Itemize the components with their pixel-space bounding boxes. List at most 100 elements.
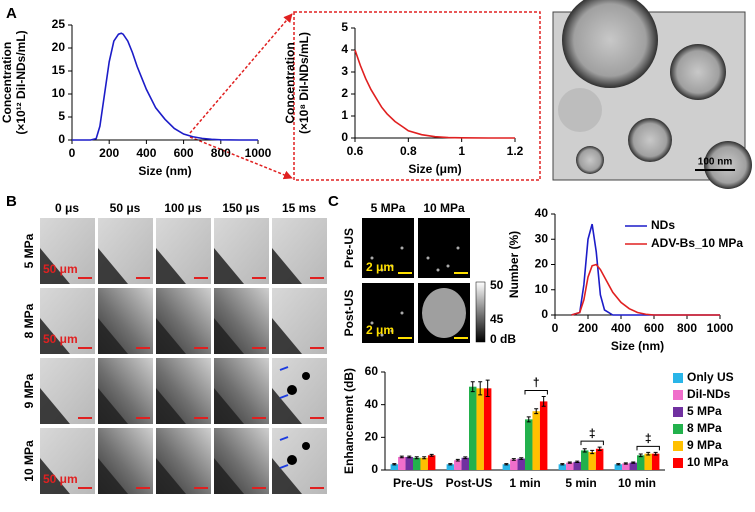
- legend-key: [673, 373, 683, 383]
- x-tick-label: 0: [552, 321, 559, 335]
- y-tick-label: 0: [371, 462, 378, 476]
- line: [72, 32, 258, 141]
- y-tick-label: 0: [541, 307, 548, 321]
- error-bar: [567, 461, 572, 464]
- x-tick-label: 0: [69, 146, 76, 160]
- error-bar: [541, 396, 546, 407]
- column-label: 50 μs: [110, 201, 141, 215]
- y-tick-label: 10: [535, 282, 549, 296]
- bar: [644, 453, 652, 470]
- y-tick-label: 15: [52, 63, 66, 77]
- x-axis-label: Size (nm): [611, 339, 664, 353]
- speckle: [456, 246, 460, 250]
- error-bar: [414, 456, 419, 460]
- error-bar: [392, 463, 397, 466]
- frame-shadow: [40, 458, 70, 494]
- y-tick-label: 10: [52, 86, 66, 100]
- colorbar-label: 45: [490, 312, 504, 326]
- error-bar: [485, 379, 490, 397]
- bar: [461, 457, 469, 470]
- frame-shadow: [40, 248, 70, 284]
- bubble: [287, 385, 297, 395]
- bar: [539, 401, 548, 470]
- frame-shadow: [40, 318, 70, 354]
- column-label: 10 MPa: [423, 201, 465, 215]
- scale-bar-label: 2 μm: [366, 323, 394, 337]
- x-tick-label: 800: [211, 146, 231, 160]
- y-tick-label: 1: [341, 108, 348, 122]
- x-tick-label: 400: [611, 321, 631, 335]
- legend-key: [673, 390, 683, 400]
- legend-label: NDs: [651, 218, 675, 232]
- y-tick-label: 0: [341, 130, 348, 144]
- y-tick-label: 20: [365, 430, 379, 444]
- row-label: 5 MPa: [22, 233, 36, 268]
- colorbar-label: 50: [490, 278, 504, 292]
- y-axis-label: Concentration: [0, 42, 14, 123]
- bar: [651, 453, 660, 470]
- arrow: [279, 366, 289, 399]
- y-tick-label: 30: [535, 231, 549, 245]
- y-axis-label: (×10⁸ DiI-NDs/mL): [297, 32, 311, 134]
- x-tick-label: 1.2: [507, 144, 524, 158]
- y-axis-label: Concentration: [283, 42, 297, 123]
- bar: [420, 457, 428, 470]
- error-bar: [463, 456, 468, 460]
- bar: [595, 448, 604, 470]
- error-bar: [511, 458, 516, 461]
- x-tick-label: 1: [458, 144, 465, 158]
- frame-shadow: [214, 318, 244, 354]
- legend-key: [673, 441, 683, 451]
- x-tick-label: Post-US: [446, 476, 493, 490]
- bar: [566, 462, 574, 470]
- legend-label: 5 MPa: [687, 404, 722, 418]
- bar: [588, 452, 596, 470]
- error-bar: [597, 446, 602, 451]
- x-tick-label: 200: [578, 321, 598, 335]
- y-axis-label: Number (%): [507, 231, 521, 298]
- error-bar: [470, 381, 475, 393]
- frame-shadow: [156, 388, 186, 424]
- speckle: [390, 264, 394, 268]
- bar: [614, 464, 623, 470]
- y-tick-label: 20: [535, 257, 549, 271]
- error-bar: [560, 463, 565, 466]
- column-label: 0 μs: [55, 201, 79, 215]
- error-bar: [504, 463, 509, 466]
- bracket: [524, 390, 548, 395]
- error-bar: [575, 460, 580, 463]
- speckle: [380, 268, 384, 272]
- y-tick-label: 25: [52, 17, 66, 31]
- x-tick-label: 5 min: [565, 476, 596, 490]
- error-bar: [407, 455, 412, 459]
- scale-bar-label: 2 μm: [366, 260, 394, 274]
- frame-shadow: [98, 388, 128, 424]
- legend-label: 8 MPa: [687, 421, 722, 435]
- y-axis-label: (×10¹² DiI-NDs/mL): [14, 30, 28, 134]
- legend-label: Only US: [687, 370, 734, 384]
- error-bar: [422, 456, 427, 460]
- x-tick-label: 10 min: [618, 476, 656, 490]
- frame-shadow: [98, 458, 128, 494]
- bar: [510, 459, 518, 470]
- error-bar: [478, 381, 483, 396]
- y-tick-label: 20: [52, 40, 66, 54]
- bar: [476, 388, 484, 470]
- bar: [469, 386, 477, 470]
- y-tick-label: 40: [365, 397, 379, 411]
- bar: [573, 461, 581, 470]
- frame-shadow: [156, 318, 186, 354]
- x-tick-label: 0.6: [347, 144, 364, 158]
- x-tick-label: 1 min: [509, 476, 540, 490]
- row-label: Pre-US: [342, 228, 356, 268]
- frame-shadow: [272, 458, 302, 494]
- x-axis-label: Size (μm): [408, 162, 461, 176]
- speckle: [380, 333, 384, 337]
- scale-bar-label: 50 μm: [43, 262, 78, 276]
- x-tick-label: 600: [174, 146, 194, 160]
- x-tick-label: 800: [677, 321, 697, 335]
- zoom-box: [293, 11, 541, 181]
- y-tick-label: 60: [365, 364, 379, 378]
- bar: [532, 411, 540, 470]
- frame-shadow: [98, 318, 128, 354]
